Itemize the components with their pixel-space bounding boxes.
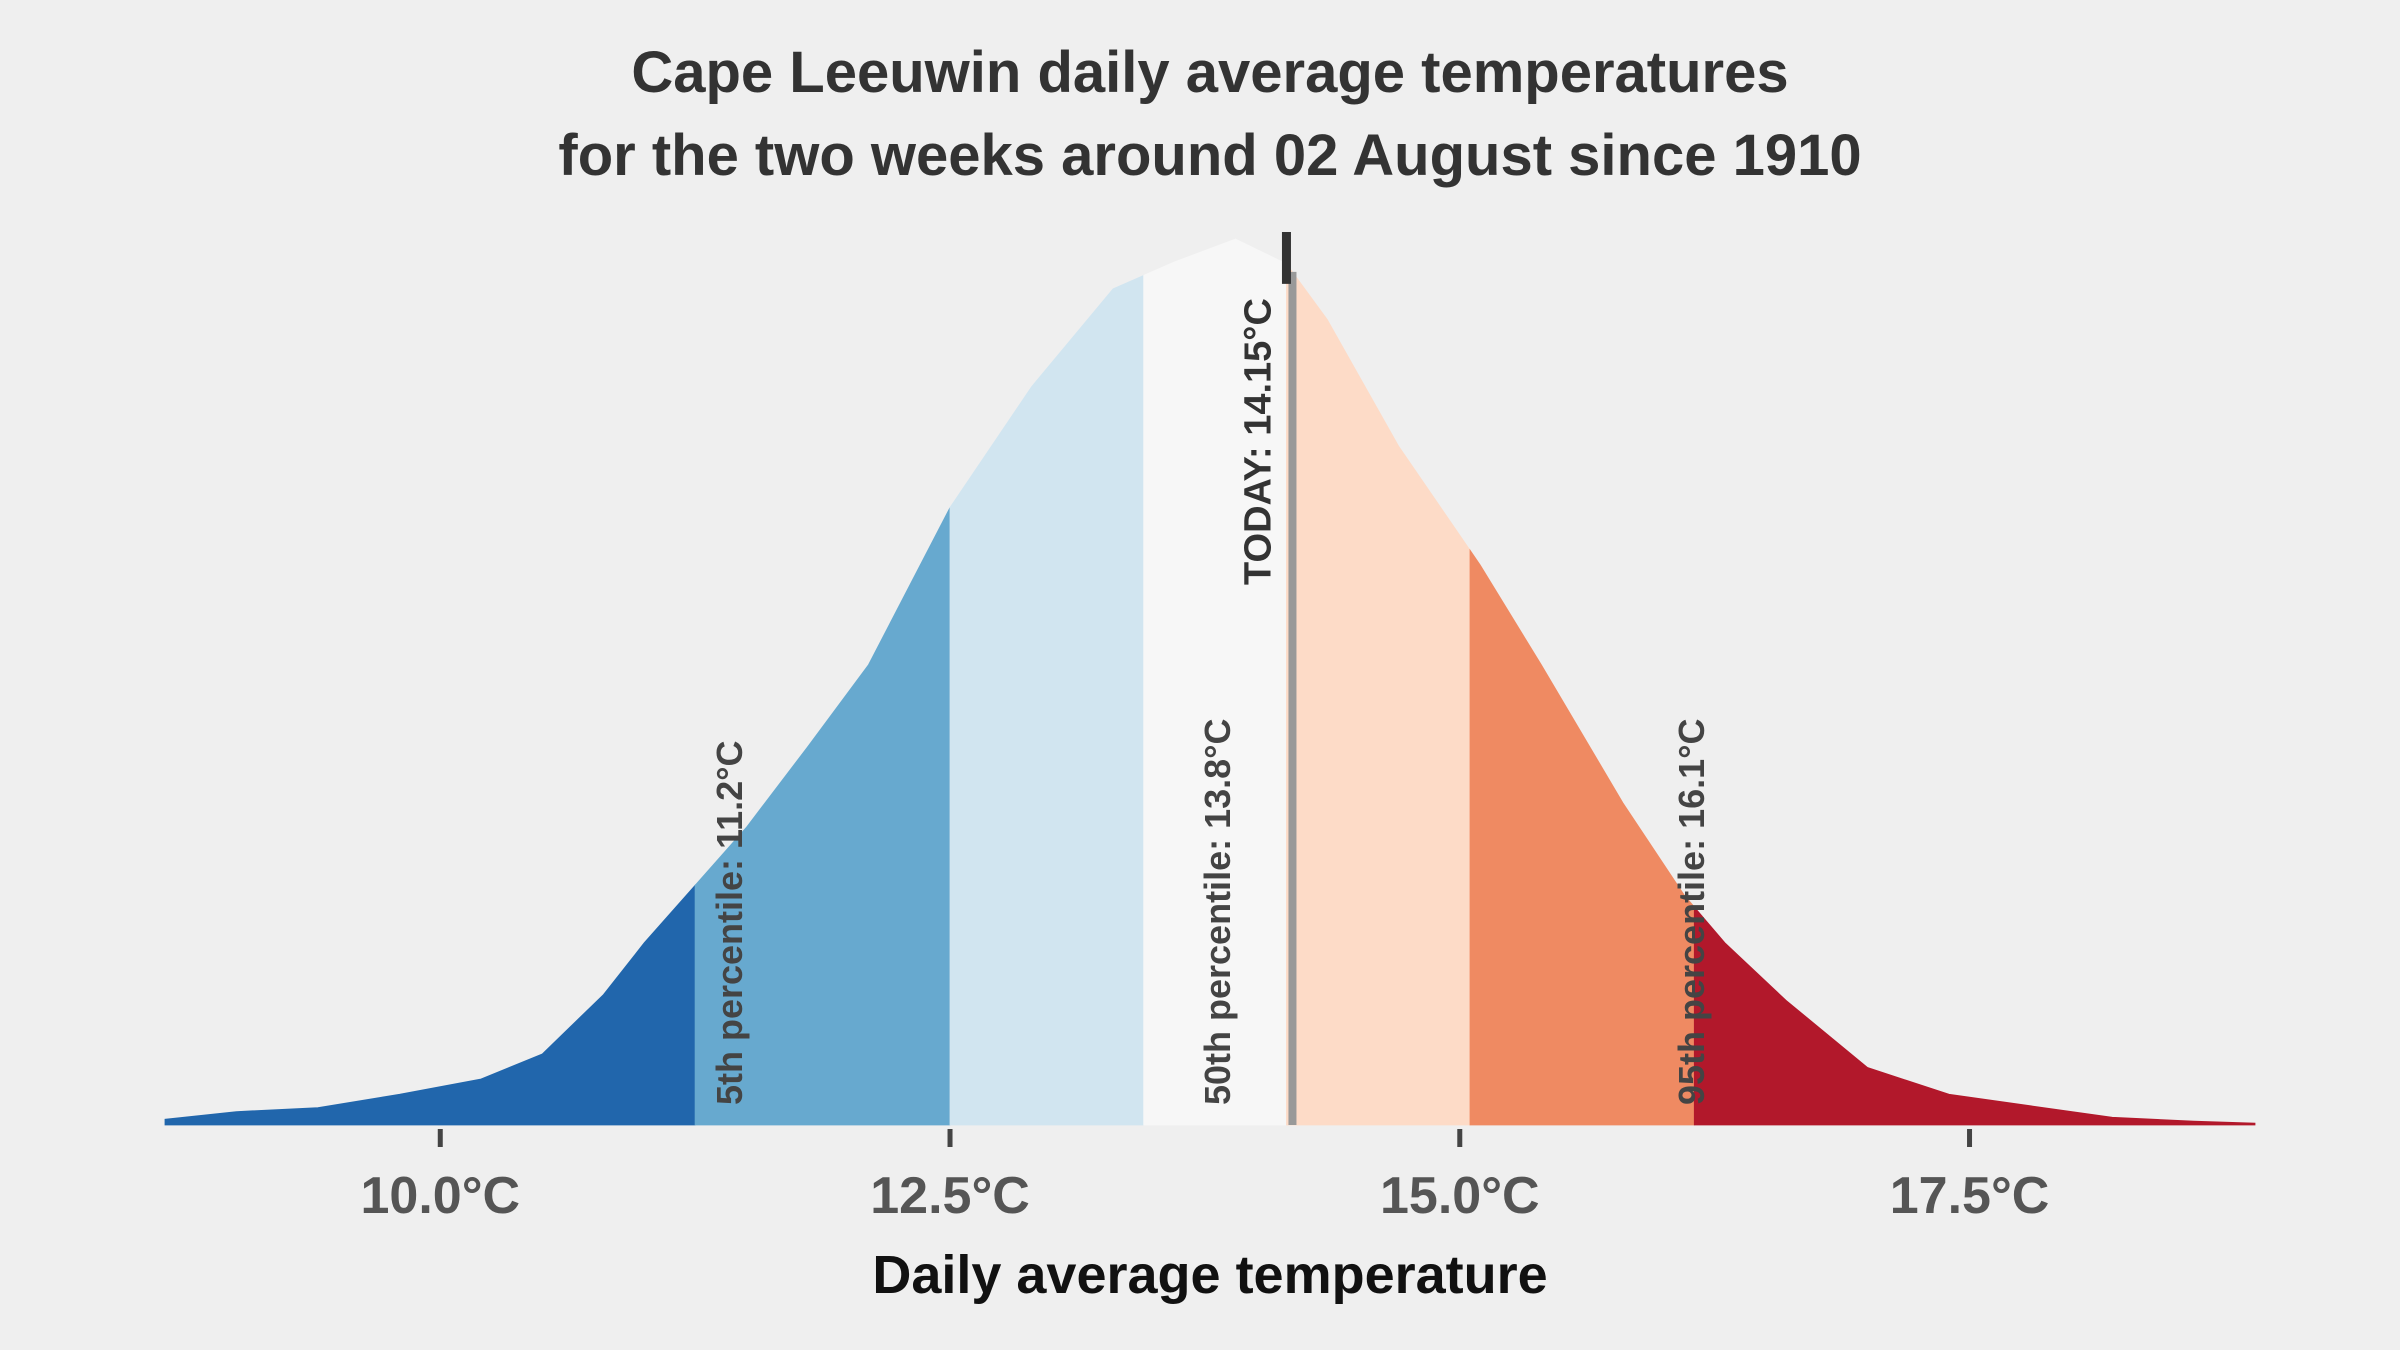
percentile-5-label: 5th percentile: 11.2°C <box>709 740 750 1105</box>
chart-title-line-1: Cape Leeuwin daily average temperatures <box>631 40 1788 105</box>
percentile-labels: 5th percentile: 11.2°C 50th percentile: 1… <box>709 298 1712 1105</box>
x-tick-label: 12.5°C <box>870 1167 1030 1225</box>
today-label: TODAY: 14.15°C <box>1237 298 1279 585</box>
density-band-5 <box>1286 262 1471 1126</box>
density-band-7 <box>1693 905 2256 1126</box>
x-axis-title: Daily average temperature <box>872 1245 1547 1305</box>
density-bands <box>164 238 2256 1126</box>
x-tick-label: 17.5°C <box>1890 1167 2050 1225</box>
density-band-6 <box>1469 548 1695 1126</box>
percentile-50-label: 50th percentile: 13.8°C <box>1197 718 1238 1105</box>
x-axis: 10.0°C 12.5°C 15.0°C 17.5°C <box>360 1129 2049 1225</box>
density-band-1 <box>164 884 696 1126</box>
percentile-95-label: 95th percentile: 16.1°C <box>1671 718 1712 1105</box>
x-tick-label: 10.0°C <box>360 1167 520 1225</box>
chart-title: Cape Leeuwin daily average temperatures … <box>558 40 1861 188</box>
today-marker <box>1281 232 1297 1125</box>
x-tick-label: 15.0°C <box>1380 1167 1540 1225</box>
density-band-3 <box>949 274 1145 1126</box>
chart-title-line-2: for the two weeks around 02 August since… <box>558 123 1861 188</box>
